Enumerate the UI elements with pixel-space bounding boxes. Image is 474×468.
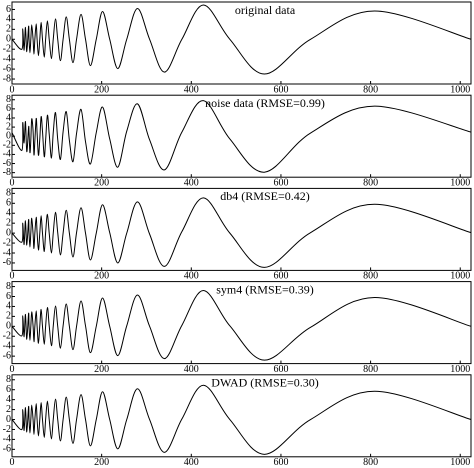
x-tick-label: 600 (273, 271, 288, 282)
y-tick-label: 4 (6, 112, 11, 123)
x-tick-label: 200 (94, 457, 109, 468)
signal-line (11, 4, 472, 75)
y-tick-label: 0 (6, 321, 11, 332)
x-tick-label: 0 (10, 271, 15, 282)
x-tick-label: 800 (363, 84, 378, 95)
y-tick-label: 4 (6, 14, 11, 25)
x-tick-label: 200 (94, 364, 109, 375)
y-tick-label: 2 (6, 121, 11, 132)
x-tick-label: 1000 (450, 271, 470, 282)
y-tick-label: -4 (3, 53, 11, 64)
x-tick-label: 800 (363, 364, 378, 375)
panel-title: sym4 (RMSE=0.39) (216, 282, 313, 296)
x-tick-label: 400 (184, 271, 199, 282)
y-tick-label: -4 (3, 341, 11, 352)
y-tick-label: -8 (3, 73, 11, 84)
y-tick-label: 6 (6, 103, 11, 114)
x-tick-label: 600 (273, 177, 288, 188)
y-tick-label: 2 (6, 24, 11, 35)
x-tick-label: 800 (363, 457, 378, 468)
x-tick-label: 400 (184, 364, 199, 375)
y-tick-label: -6 (3, 158, 11, 169)
y-tick-label: 8 (6, 94, 11, 105)
y-tick-label: -2 (3, 331, 11, 342)
x-tick-label: 0 (10, 177, 15, 188)
x-tick-label: 200 (94, 177, 109, 188)
y-tick-label: 6 (6, 4, 11, 15)
y-tick-label: -2 (3, 237, 11, 248)
y-tick-label: -2 (3, 424, 11, 435)
x-tick-label: 600 (273, 364, 288, 375)
x-tick-label: 0 (10, 364, 15, 375)
y-tick-label: -2 (3, 44, 11, 55)
x-tick-label: 0 (10, 84, 15, 95)
y-tick-label: -6 (3, 444, 11, 455)
plot-frame (11, 187, 472, 271)
signal-line (11, 384, 472, 455)
x-tick-label: 0 (10, 457, 15, 468)
x-tick-label: 200 (94, 271, 109, 282)
plot-frame (11, 1, 472, 85)
signal-line (11, 290, 472, 361)
x-tick-label: 1000 (450, 177, 470, 188)
y-tick-label: 2 (6, 217, 11, 228)
y-tick-label: -4 (3, 149, 11, 160)
x-tick-label: 400 (184, 177, 199, 188)
y-tick-label: 0 (6, 34, 11, 45)
y-tick-label: 8 (6, 188, 11, 199)
y-tick-label: -4 (3, 247, 11, 258)
x-tick-label: 1000 (450, 84, 470, 95)
y-tick-label: 6 (6, 198, 11, 209)
plot-frame (11, 374, 472, 458)
signal-line (11, 197, 472, 268)
panel-title: noise data (RMSE=0.99) (205, 96, 325, 110)
y-tick-label: 8 (6, 281, 11, 292)
panel-title: original data (235, 3, 296, 17)
y-tick-label: 4 (6, 394, 11, 405)
x-tick-label: 600 (273, 457, 288, 468)
x-tick-label: 400 (184, 84, 199, 95)
y-tick-label: 6 (6, 384, 11, 395)
y-tick-label: 2 (6, 404, 11, 415)
y-tick-label: 2 (6, 311, 11, 322)
x-tick-label: 800 (363, 271, 378, 282)
plot-frame (11, 281, 472, 365)
y-tick-label: 4 (6, 301, 11, 312)
x-tick-label: 1000 (450, 364, 470, 375)
panel-title: db4 (RMSE=0.42) (220, 189, 309, 203)
panel-title: DWAD (RMSE=0.30) (211, 376, 318, 390)
x-tick-label: 200 (94, 84, 109, 95)
x-tick-label: 1000 (450, 457, 470, 468)
y-tick-label: 0 (6, 227, 11, 238)
y-tick-label: -6 (3, 63, 11, 74)
y-tick-label: -4 (3, 434, 11, 445)
x-tick-label: 800 (363, 177, 378, 188)
x-tick-label: 400 (184, 457, 199, 468)
y-tick-label: -2 (3, 140, 11, 151)
signal-line (11, 100, 472, 173)
x-tick-label: 600 (273, 84, 288, 95)
y-tick-label: -8 (3, 167, 11, 178)
y-tick-label: 6 (6, 291, 11, 302)
y-tick-label: -6 (3, 350, 11, 361)
y-tick-label: 0 (6, 130, 11, 141)
y-tick-label: 4 (6, 208, 11, 219)
y-tick-label: -6 (3, 257, 11, 268)
y-tick-label: 0 (6, 414, 11, 425)
y-tick-label: 8 (6, 374, 11, 385)
